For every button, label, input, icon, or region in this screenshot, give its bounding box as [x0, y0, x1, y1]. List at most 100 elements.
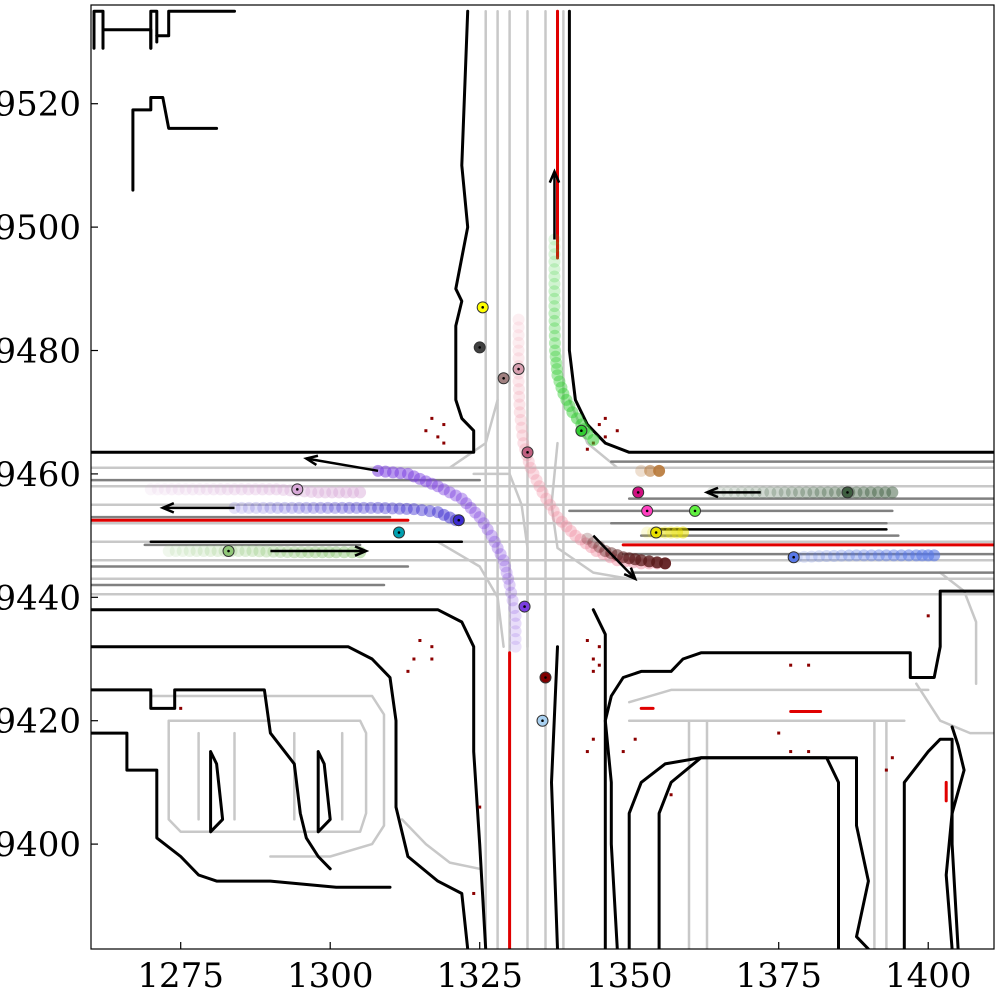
trajectory-point	[469, 506, 482, 519]
crosswalk-marker	[585, 447, 589, 451]
y-tick-label: 9440	[0, 578, 81, 618]
trajectory-point	[393, 502, 406, 515]
agent-center	[645, 509, 649, 513]
trajectory-point	[512, 344, 525, 357]
trajectory-point	[278, 501, 291, 514]
trajectory-point	[488, 535, 501, 548]
trajectory-point	[431, 506, 444, 519]
lane-centerline	[448, 398, 499, 469]
trajectory-point	[515, 421, 528, 434]
trajectory-point	[214, 483, 227, 496]
trajectory-point	[485, 529, 498, 542]
lane-centerline	[400, 818, 481, 871]
lane-centerline	[436, 540, 505, 648]
crosswalk-marker	[597, 663, 601, 667]
trajectory-point	[509, 617, 522, 630]
trajectory-point	[512, 329, 525, 342]
trajectory-point	[264, 501, 277, 514]
trajectory-point	[506, 594, 519, 607]
crosswalk-marker	[597, 423, 601, 427]
trajectory-point	[242, 501, 255, 514]
trajectory-point	[928, 549, 941, 562]
road-boundary	[209, 750, 225, 834]
crosswalk-marker	[603, 416, 607, 420]
trajectory-point	[512, 321, 525, 334]
y-tick-label: 9520	[0, 85, 81, 125]
trajectory-point	[857, 486, 870, 499]
lane-centerline	[627, 688, 930, 704]
crosswalk-marker	[669, 793, 673, 797]
trajectory-point	[333, 486, 346, 499]
agent-center	[580, 429, 583, 433]
trajectory-point	[548, 285, 561, 298]
trajectory-point	[550, 356, 563, 369]
road-boundary	[603, 589, 994, 949]
trajectory-point	[305, 485, 318, 498]
trajectory-point	[509, 632, 522, 645]
trajectory-point	[321, 501, 334, 514]
crosswalk-marker	[418, 639, 422, 643]
trajectory-point	[512, 336, 525, 349]
trajectory-point	[842, 549, 855, 562]
crosswalk-marker	[406, 669, 410, 673]
trajectory-point	[300, 501, 313, 514]
trajectory-point	[473, 511, 486, 524]
heading-arrow	[592, 534, 637, 580]
trajectory-point	[197, 545, 210, 558]
trajectory-point	[158, 483, 171, 496]
arrow-head	[548, 168, 561, 184]
trajectory-point	[512, 313, 525, 326]
road-boundary	[657, 756, 840, 949]
trajectory-point	[328, 501, 341, 514]
trajectory-point	[548, 300, 561, 313]
crosswalk-marker	[430, 416, 434, 420]
road-boundary	[91, 608, 488, 949]
lane-centerline	[149, 694, 386, 858]
lane-centerline	[167, 719, 368, 834]
x-tick-label: 1400	[885, 956, 972, 996]
agent-center	[227, 549, 230, 553]
trajectory-point	[587, 433, 600, 446]
trajectory-point	[293, 501, 306, 514]
trajectory-point	[549, 344, 562, 357]
trajectory-point	[536, 486, 549, 499]
trajectory-point	[599, 545, 612, 558]
agent-center	[792, 555, 795, 559]
trajectory-point	[513, 398, 526, 411]
arrow-head	[354, 545, 370, 557]
agent-center	[478, 346, 482, 349]
trajectory-point	[204, 545, 217, 558]
trajectory-point	[514, 413, 527, 426]
crosswalk-marker	[585, 639, 589, 643]
trajectory-point	[548, 240, 561, 253]
trajectory-point	[413, 472, 426, 485]
crosswalk-marker	[430, 645, 434, 649]
trajectory-point	[494, 548, 507, 561]
trajectory-point	[828, 486, 841, 499]
trajectory-point	[354, 486, 367, 499]
agent-center	[654, 531, 658, 534]
trajectory-point	[665, 526, 678, 539]
trajectory-point	[548, 292, 561, 305]
trajectory-point	[560, 393, 573, 406]
trajectory-point	[176, 545, 189, 558]
trajectory-point	[820, 549, 833, 562]
plot-frame	[90, 4, 995, 950]
trajectory-point	[555, 515, 568, 528]
trajectory-point	[183, 545, 196, 558]
arrow-head	[703, 486, 719, 499]
trajectory-point	[548, 322, 561, 335]
lane-centerline	[550, 441, 631, 581]
arrow-head	[159, 502, 175, 514]
trajectory-point	[357, 501, 370, 514]
trajectory-point	[423, 505, 436, 518]
road-boundary	[91, 645, 470, 949]
agent-center	[636, 491, 640, 494]
trajectory-point	[464, 501, 477, 514]
agent-center	[481, 306, 484, 309]
agent-center	[526, 451, 529, 454]
trajectory-point	[543, 498, 556, 511]
trajectory-point	[530, 474, 543, 487]
y-tick-label: 9400	[0, 825, 81, 865]
